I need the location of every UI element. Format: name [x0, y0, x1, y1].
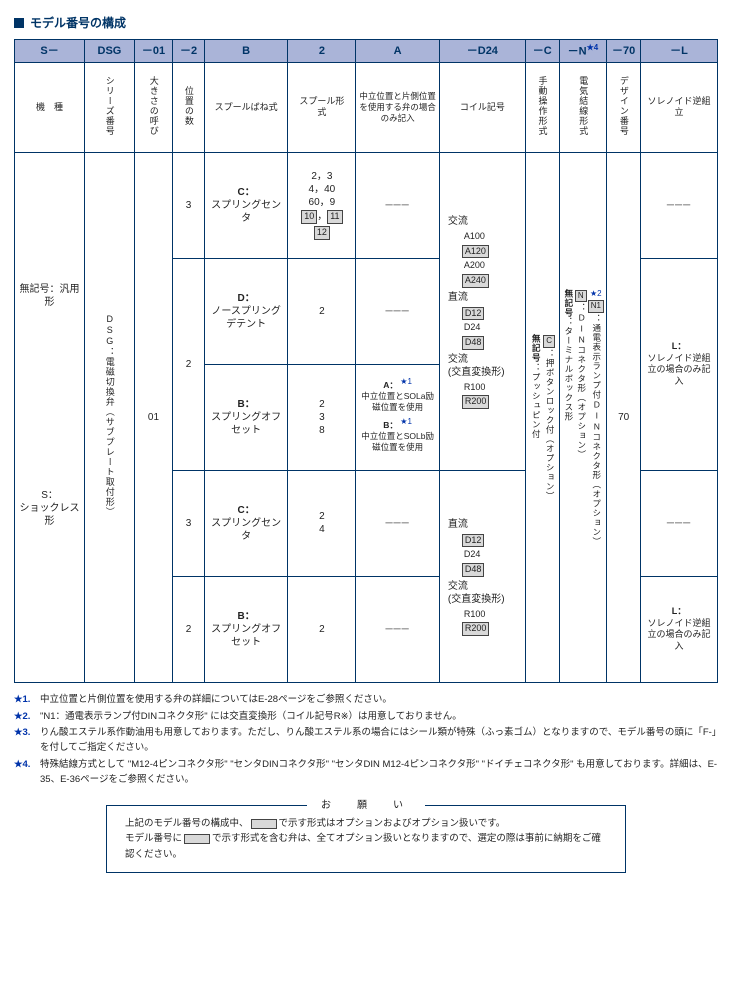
cell-a-2: ─── — [356, 258, 440, 364]
option-box-icon — [251, 819, 277, 829]
hdr2-6: 中立位置と片側位置を使用する弁の場合のみ記入 — [356, 62, 440, 152]
cell-spool-1: C：スプリングセンタ — [204, 152, 288, 258]
hdr-code-9: －N★4 — [559, 40, 606, 63]
cell-pos-2: 2 — [173, 258, 205, 470]
hdr2-2: 大きさの呼び — [134, 62, 172, 152]
hdr2-11: ソレノイド逆組立 — [641, 62, 718, 152]
cell-spool-4: C：スプリングセンタ — [204, 470, 288, 576]
hdr2-0: 機 種 — [15, 62, 85, 152]
cell-connection: 無記号：ターミナルボックス形N：DINコネクタ形（オプション）★2N1：通電表示… — [559, 152, 606, 682]
hdr-code-5: 2 — [288, 40, 356, 63]
cell-a-5: ─── — [356, 576, 440, 682]
cell-pos-5: 2 — [173, 576, 205, 682]
request-title: お 願 い — [307, 798, 425, 814]
title-text: モデル番号の構成 — [30, 14, 126, 31]
cell-spool-2: D：ノースプリングデテント — [204, 258, 288, 364]
footnotes: ★1.中立位置と片側位置を使用する弁の詳細についてはE-28ページをご参照くださ… — [14, 693, 718, 787]
request-line-1: 上記のモデル番号の構成中、で示す形式はオプションおよびオプション扱いです。 — [125, 816, 607, 831]
cell-manual: 無記号：プッシュピン付C：押ボタンロック付（オプション） — [525, 152, 559, 682]
cell-machine-type: 無記号：汎用形 S：ショックレス形 — [15, 152, 85, 682]
cell-pos-4: 3 — [173, 470, 205, 576]
cell-sp2-3: 238 — [288, 364, 356, 470]
hdr2-7: コイル記号 — [439, 62, 525, 152]
cell-spool-5: B：スプリングオフセット — [204, 576, 288, 682]
cell-a-1: ─── — [356, 152, 440, 258]
hdr-code-6: A — [356, 40, 440, 63]
request-line-2: モデル番号にで示す形式を含む弁は、全てオプション扱いとなりますので、選定の際は事… — [125, 831, 607, 861]
cell-spool-3: B：スプリングオフセット — [204, 364, 288, 470]
hdr2-8: 手動操作形式 — [525, 62, 559, 152]
hdr-code-11: －L — [641, 40, 718, 63]
cell-sp2-2: 2 — [288, 258, 356, 364]
cell-pos-1: 3 — [173, 152, 205, 258]
hdr2-4: スプールばね式 — [204, 62, 288, 152]
cell-a-4: ─── — [356, 470, 440, 576]
cell-design-no: 70 — [607, 152, 641, 682]
hdr2-1: シリーズ番号 — [85, 62, 135, 152]
hdr2-5: スプール形 式 — [288, 62, 356, 152]
header-row-labels: 機 種 シリーズ番号 大きさの呼び 位置の数 スプールばね式 スプール形 式 中… — [15, 62, 718, 152]
cell-series: DSG：電磁切換弁（サブプレート取付形） — [85, 152, 135, 682]
cell-sp2-4: 24 — [288, 470, 356, 576]
cell-sp2-1: 2，34，4060，910，1112 — [288, 152, 356, 258]
hdr-code-2: －01 — [134, 40, 172, 63]
hdr-code-8: －C — [525, 40, 559, 63]
cell-a-3: A： ★1中立位置とSOLa励磁位置を使用B： ★1中立位置とSOLb励磁位置を… — [356, 364, 440, 470]
hdr-code-1: DSG — [85, 40, 135, 63]
header-row-codes: S－ DSG －01 －2 B 2 A －D24 －C －N★4 －70 －L — [15, 40, 718, 63]
section-title: モデル番号の構成 — [14, 14, 718, 31]
body-row-1: 無記号：汎用形 S：ショックレス形 DSG：電磁切換弁（サブプレート取付形） 0… — [15, 152, 718, 258]
hdr2-10: デザイン番号 — [607, 62, 641, 152]
title-square-icon — [14, 18, 24, 28]
request-box: お 願 い 上記のモデル番号の構成中、で示す形式はオプションおよびオプション扱い… — [106, 805, 626, 873]
option-box-icon — [184, 834, 210, 844]
hdr-code-4: B — [204, 40, 288, 63]
hdr-code-3: －2 — [173, 40, 205, 63]
cell-coil-bottom: 直流D12D24D48交流(交直変換形)R100R200 — [439, 470, 525, 682]
cell-coil-top: 交流A100A120A200A240直流D12D24D48交流(交直変換形)R1… — [439, 152, 525, 470]
model-number-table: S－ DSG －01 －2 B 2 A －D24 －C －N★4 －70 －L … — [14, 39, 718, 683]
hdr-code-7: －D24 — [439, 40, 525, 63]
cell-l-23: L：ソレノイド逆組立の場合のみ記入 — [641, 258, 718, 470]
cell-l-1: ─── — [641, 152, 718, 258]
cell-size: 01 — [134, 152, 172, 682]
hdr2-9: 電気結線形式 — [559, 62, 606, 152]
hdr-code-10: －70 — [607, 40, 641, 63]
cell-sp2-5: 2 — [288, 576, 356, 682]
hdr-code-0: S－ — [15, 40, 85, 63]
cell-l-5: L：ソレノイド逆組立の場合のみ記入 — [641, 576, 718, 682]
cell-l-4: ─── — [641, 470, 718, 576]
hdr2-3: 位置の数 — [173, 62, 205, 152]
